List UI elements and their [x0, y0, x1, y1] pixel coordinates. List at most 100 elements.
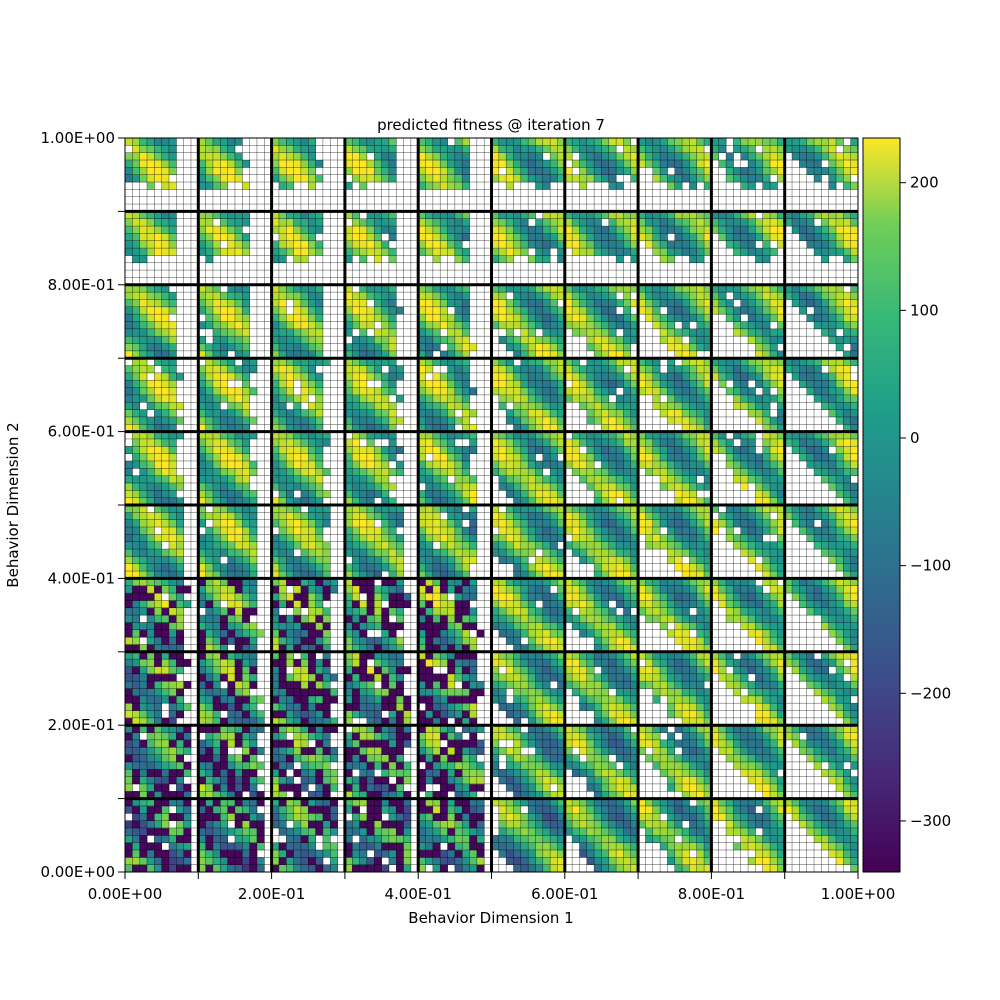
heatmap-cell: [499, 388, 507, 396]
heatmap-cell: [140, 366, 148, 374]
heatmap-cell: [616, 777, 624, 785]
heatmap-cell: [374, 292, 382, 300]
heatmap-cell: [228, 534, 236, 542]
heatmap-cell: [308, 226, 316, 234]
heatmap-cell: [389, 769, 397, 777]
heatmap-cell: [499, 681, 507, 689]
heatmap-cell: [382, 586, 390, 594]
heatmap-cell: [330, 828, 338, 836]
heatmap-cell: [594, 593, 602, 601]
heatmap-cell: [389, 681, 397, 689]
heatmap-cell: [132, 586, 140, 594]
heatmap-cell: [154, 145, 162, 153]
heatmap-cell: [506, 681, 514, 689]
heatmap-cell: [206, 755, 214, 763]
heatmap-cell: [242, 593, 250, 601]
heatmap-cell: [162, 806, 170, 814]
heatmap-cell: [594, 299, 602, 307]
heatmap-cell: [140, 586, 148, 594]
heatmap-cell: [521, 512, 529, 520]
heatmap-cell: [433, 755, 441, 763]
heatmap-cell: [220, 512, 228, 520]
heatmap-cell: [448, 145, 456, 153]
heatmap-cell: [308, 380, 316, 388]
heatmap-cell: [279, 674, 287, 682]
heatmap-cell: [286, 248, 294, 256]
heatmap-cell: [550, 410, 558, 418]
heatmap-cell: [426, 813, 434, 821]
heatmap-cell: [367, 439, 375, 447]
heatmap-cell: [308, 182, 316, 190]
heatmap-cell: [594, 681, 602, 689]
heatmap-cell: [235, 608, 243, 616]
heatmap-cell: [301, 857, 309, 865]
heatmap-cell: [374, 160, 382, 168]
heatmap-cell: [579, 600, 587, 608]
heatmap-cell: [396, 446, 404, 454]
heatmap-cell: [235, 446, 243, 454]
heatmap-cell: [535, 608, 543, 616]
heatmap-cell: [535, 476, 543, 484]
heatmap-cell: [513, 740, 521, 748]
heatmap-cell: [140, 160, 148, 168]
heatmap-cell: [169, 828, 177, 836]
heatmap-cell: [594, 314, 602, 322]
heatmap-cell: [382, 835, 390, 843]
heatmap-cell: [374, 740, 382, 748]
heatmap-cell: [448, 534, 456, 542]
heatmap-cell: [279, 733, 287, 741]
heatmap-cell: [132, 593, 140, 601]
heatmap-cell: [301, 167, 309, 175]
heatmap-cell: [301, 329, 309, 337]
heatmap-cell: [294, 755, 302, 763]
heatmap-cell: [521, 821, 529, 829]
heatmap-cell: [213, 307, 221, 315]
heatmap-cell: [132, 233, 140, 241]
heatmap-cell: [550, 564, 558, 572]
heatmap-cell: [257, 696, 265, 704]
heatmap-cell: [154, 813, 162, 821]
heatmap-cell: [352, 395, 360, 403]
heatmap-cell: [308, 336, 316, 344]
heatmap-cell: [616, 461, 624, 469]
heatmap-cell: [477, 828, 485, 836]
heatmap-cell: [448, 175, 456, 183]
heatmap-cell: [367, 740, 375, 748]
heatmap-cell: [623, 476, 631, 484]
heatmap-cell: [513, 689, 521, 697]
heatmap-cell: [587, 769, 595, 777]
heatmap-cell: [550, 615, 558, 623]
heatmap-cell: [213, 314, 221, 322]
heatmap-cell: [601, 534, 609, 542]
heatmap-cell: [132, 329, 140, 337]
heatmap-cell: [125, 248, 133, 256]
heatmap-cell: [579, 329, 587, 337]
heatmap-cell: [242, 380, 250, 388]
heatmap-cell: [616, 865, 624, 873]
heatmap-cell: [294, 564, 302, 572]
heatmap-cell: [308, 534, 316, 542]
heatmap-cell: [389, 593, 397, 601]
heatmap-cell: [154, 329, 162, 337]
heatmap-cell: [323, 843, 331, 851]
heatmap-cell: [323, 681, 331, 689]
heatmap-cell: [220, 733, 228, 741]
heatmap-cell: [323, 689, 331, 697]
heatmap-cell: [294, 733, 302, 741]
heatmap-cell: [609, 828, 617, 836]
heatmap-cell: [521, 630, 529, 638]
heatmap-cell: [162, 175, 170, 183]
heatmap-cell: [470, 520, 478, 528]
heatmap-cell: [455, 534, 463, 542]
heatmap-cell: [513, 556, 521, 564]
heatmap-cell: [140, 806, 148, 814]
heatmap-cell: [389, 160, 397, 168]
heatmap-cell: [609, 711, 617, 719]
heatmap-cell: [426, 410, 434, 418]
heatmap-cell: [367, 248, 375, 256]
heatmap-cell: [220, 696, 228, 704]
heatmap-cell: [433, 835, 441, 843]
heatmap-cell: [352, 344, 360, 352]
heatmap-cell: [140, 417, 148, 425]
heatmap-cell: [132, 138, 140, 146]
